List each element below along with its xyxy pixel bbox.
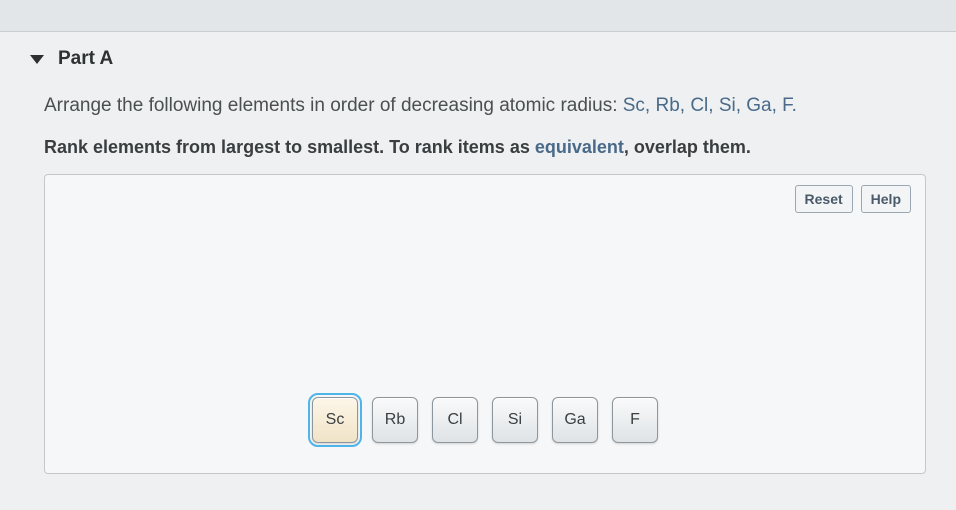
element-tile-sc[interactable]: Sc (312, 397, 358, 443)
panel-buttons: Reset Help (795, 185, 911, 213)
question-text: Arrange the following elements in order … (44, 92, 926, 121)
help-button[interactable]: Help (861, 185, 911, 213)
element-tile-rb[interactable]: Rb (372, 397, 418, 443)
tiles-row: Sc Rb Cl Si Ga F (312, 397, 658, 443)
part-title: Part A (58, 48, 113, 70)
part-header[interactable]: Part A (30, 42, 926, 82)
content-area: Part A Arrange the following elements in… (0, 32, 956, 474)
instruction-suffix: , overlap them. (624, 137, 751, 157)
instruction-prefix: Rank elements from largest to smallest. … (44, 137, 535, 157)
reset-button[interactable]: Reset (795, 185, 853, 213)
instruction-equivalent: equivalent (535, 137, 624, 157)
element-tile-cl[interactable]: Cl (432, 397, 478, 443)
top-bar (0, 0, 956, 32)
element-tile-ga[interactable]: Ga (552, 397, 598, 443)
element-tile-f[interactable]: F (612, 397, 658, 443)
question-prefix: Arrange the following elements in order … (44, 95, 623, 116)
ranking-panel[interactable]: Reset Help Sc Rb Cl Si Ga F (44, 174, 926, 474)
instruction-text: Rank elements from largest to smallest. … (44, 137, 926, 158)
element-tile-si[interactable]: Si (492, 397, 538, 443)
question-elements: Sc, Rb, Cl, Si, Ga, F. (623, 95, 797, 116)
collapse-triangle-icon[interactable] (30, 55, 44, 64)
